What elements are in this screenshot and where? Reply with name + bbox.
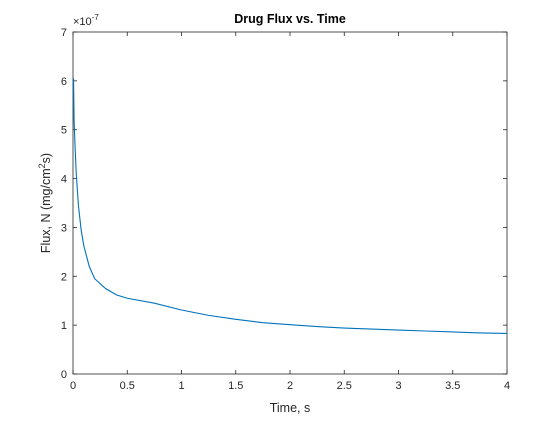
x-tick-label: 0	[70, 380, 76, 392]
x-tick-label: 3	[395, 380, 401, 392]
axis-ticks: 0 0.5 1 1.5 2 2.5 3 3.5 4 0 1 2 3 4 5 6 7	[61, 27, 510, 392]
y-tick-label: 0	[61, 369, 67, 381]
axes-box	[72, 31, 508, 375]
x-axis-label: Time, s	[270, 401, 311, 415]
x-tick-label: 1	[178, 380, 184, 392]
x-tick-label: 1.5	[228, 380, 243, 392]
x-tick-label: 3.5	[445, 380, 460, 392]
y-tick-label: 3	[61, 222, 67, 234]
y-axis-label: Flux, N (mg/cm2s)	[37, 153, 53, 253]
y-tick-label: 6	[61, 76, 67, 88]
x-tick-label: 4	[504, 380, 510, 392]
flux-series-line	[72, 78, 508, 334]
y-tick-label: 2	[61, 271, 67, 283]
x-tick-label: 2	[287, 380, 293, 392]
x-tick-label: 2.5	[337, 380, 352, 392]
y-tick-label: 4	[61, 174, 67, 186]
x-tick-label: 0.5	[120, 380, 135, 392]
y-tick-label: 1	[61, 320, 67, 332]
y-tick-label: 5	[61, 125, 67, 137]
y-tick-label: 7	[61, 27, 67, 39]
y-exponent-label: ×10-7	[73, 13, 99, 28]
plot-area	[72, 31, 508, 375]
chart-title: Drug Flux vs. Time	[234, 12, 346, 26]
